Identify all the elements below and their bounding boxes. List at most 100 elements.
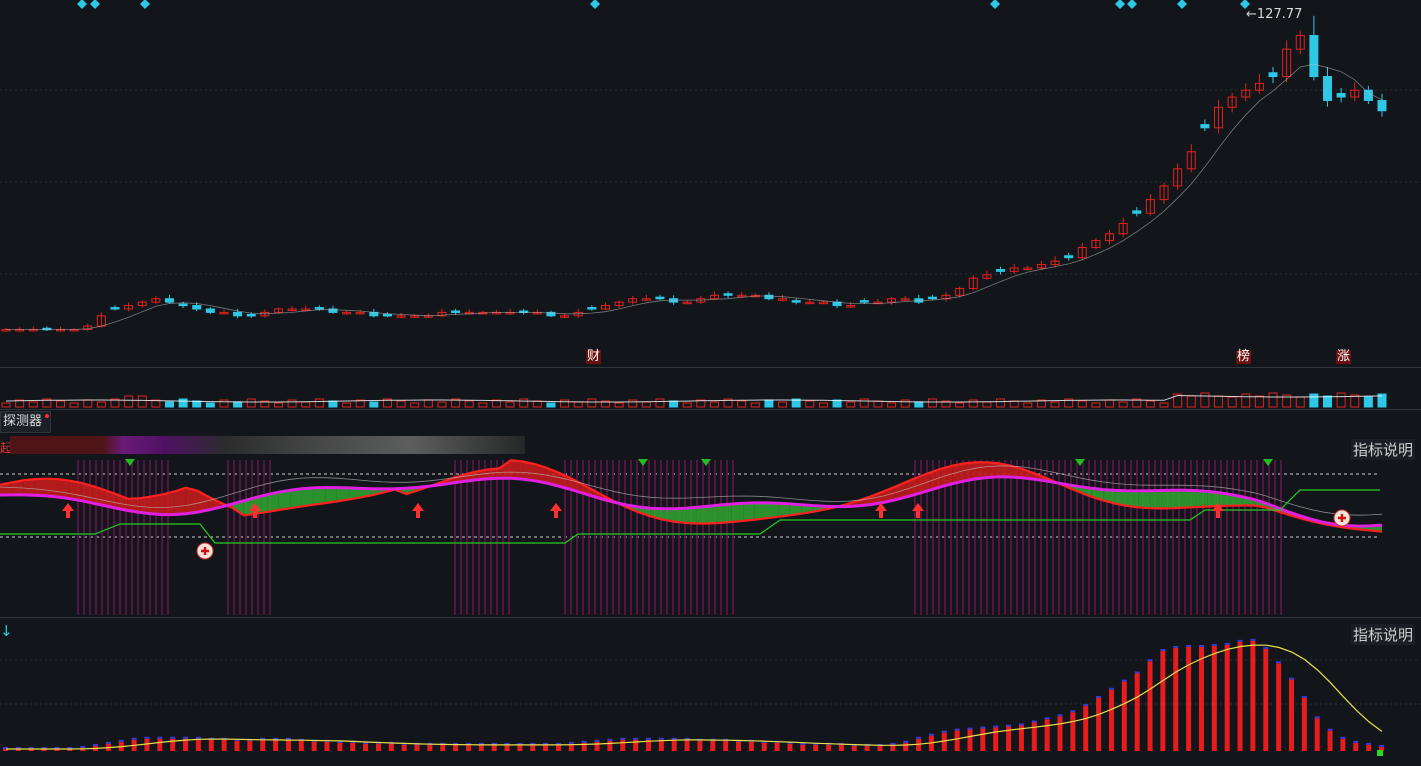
candle-body (846, 305, 856, 308)
oscillator-bar (1237, 641, 1243, 751)
indicator-band-fill (743, 502, 755, 521)
indicator-band-fill (708, 505, 721, 524)
indicator-band-fill (1161, 490, 1173, 509)
volume-bar (219, 399, 229, 408)
event-marker-limit-up[interactable]: 涨 (1336, 349, 1352, 364)
candle-body (1173, 168, 1183, 187)
oscillator-bar (684, 739, 690, 751)
oscillator-bar (826, 744, 832, 751)
candle-body (151, 298, 161, 303)
oscillator-bar-cap (105, 741, 111, 744)
volume-bar (287, 399, 297, 408)
oscillator-bar (41, 748, 47, 751)
volume-bar (1145, 400, 1155, 408)
oscillator-bar-cap (813, 742, 819, 745)
oscillator-bar (993, 727, 999, 751)
indicator-help-button[interactable]: 指标说明 (1350, 439, 1415, 460)
high-price-label: ←127.77 (1246, 7, 1302, 22)
oscillator-bar-cap (1160, 649, 1166, 652)
oscillator-bar (517, 744, 523, 751)
candle-body (1132, 210, 1142, 214)
candle-body (1118, 223, 1128, 235)
volume-bar (491, 399, 501, 408)
volume-bar (369, 401, 379, 408)
oscillator-bar-cap (543, 742, 549, 745)
volume-bar (655, 398, 665, 408)
indicator-band-fill (139, 496, 151, 514)
indicator-band-fill (23, 479, 35, 496)
oscillator-end-marker (1377, 750, 1383, 756)
candle-body (723, 293, 733, 296)
oscillator-bar (195, 738, 201, 751)
indicator-band-fill (766, 502, 779, 519)
buy-arrow-icon (912, 503, 924, 518)
oscillator-bar-cap (15, 746, 21, 749)
oscillator-bar-cap (1379, 744, 1384, 747)
signal-diamond-icon (1240, 0, 1250, 9)
candle-body (1214, 106, 1224, 129)
indicator-band-fill (301, 487, 314, 507)
candle-body (205, 308, 215, 313)
oscillator-bar (298, 740, 304, 751)
candle-body (110, 307, 120, 310)
volume-bar (1350, 394, 1360, 408)
indicator-band-fill (34, 478, 47, 496)
oscillator-bar (851, 745, 857, 751)
oscillator-bar (273, 739, 279, 751)
indicator-step-line (0, 489, 1380, 544)
oscillator-bar-cap (1108, 687, 1114, 690)
oscillator-bar-cap (1224, 642, 1230, 645)
candle-body (818, 301, 828, 305)
candle-body (301, 308, 311, 311)
volume-bar (1159, 402, 1169, 408)
indicator-band-fill (673, 508, 686, 523)
indicator-band-fill (963, 462, 976, 481)
oscillator-bar-cap (787, 741, 793, 744)
oscillator-bar (427, 744, 433, 751)
oscillator-bar (697, 740, 703, 751)
indicator-band-fill (952, 463, 964, 484)
oscillator-bar-cap (800, 742, 806, 745)
tab-detector[interactable]: 探测器 (0, 411, 52, 433)
volume-bar (900, 399, 910, 408)
candle-body (382, 313, 392, 317)
event-marker-finance[interactable]: 财 (586, 349, 602, 364)
oscillator-bar (1353, 742, 1359, 751)
volume-bar (464, 400, 474, 408)
oscillator-bar (620, 739, 626, 751)
indicator-band-fill (1184, 490, 1197, 508)
oscillator-help-button[interactable]: 指标说明 (1350, 624, 1415, 645)
candle-body (1377, 99, 1387, 112)
candle-body (955, 287, 965, 296)
oscillator-bar (247, 740, 253, 751)
volume-bar (1254, 395, 1264, 408)
oscillator-bar-cap (1006, 724, 1012, 727)
oscillator-bars (3, 638, 1384, 756)
oscillator-bar (375, 743, 381, 751)
signal-diamond-icon (90, 0, 100, 9)
event-marker-ranking[interactable]: 榜 (1236, 349, 1252, 364)
volume-bar (914, 401, 924, 408)
indicator-band-fill (46, 478, 59, 498)
separator-volume-indicator (0, 409, 1421, 410)
oscillator-bar (260, 739, 266, 751)
oscillator-bar-cap (916, 736, 922, 739)
candle-body (1268, 72, 1278, 78)
volume-bar (778, 401, 788, 408)
oscillator-bar (337, 742, 343, 751)
candle-body (355, 311, 365, 315)
candle-body (1336, 92, 1346, 98)
candle-body (451, 310, 461, 313)
volume-bar (1036, 399, 1046, 408)
sell-triangle-icon (125, 459, 135, 466)
volume-bar (1268, 392, 1278, 408)
oscillator-bar (864, 745, 870, 751)
oscillator-bar-cap (54, 746, 60, 749)
indicator-band-fill (0, 482, 12, 495)
volume-bar (1282, 394, 1292, 408)
indicator-band-fill (685, 507, 697, 524)
oscillator-bar (491, 744, 497, 751)
oscillator-bar-cap (453, 742, 459, 745)
oscillator-bar (710, 740, 716, 751)
